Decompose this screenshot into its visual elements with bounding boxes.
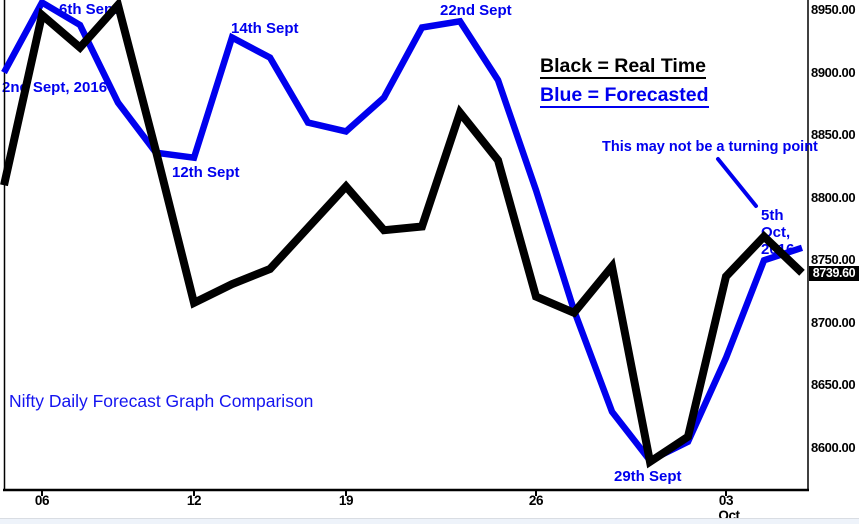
annotation-sep29: 29th Sept: [614, 468, 682, 485]
x-axis-label-26: 26: [528, 493, 544, 508]
y-axis-label-8750: 8750.00: [811, 252, 856, 268]
x-axis-label-06: 06: [34, 493, 50, 508]
y-axis-label-8650: 8650.00: [811, 377, 856, 393]
x-axis-label-12: 12: [186, 493, 202, 508]
chart-title: Nifty Daily Forecast Graph Comparison: [9, 391, 314, 411]
window-edge-strip: [0, 518, 859, 524]
y-axis-label-8700: 8700.00: [811, 314, 856, 330]
y-axis-label-8900: 8900.00: [811, 64, 856, 80]
x-axis-label-19: 19: [338, 493, 354, 508]
legend: Black = Real Time Blue = Forecasted: [540, 56, 709, 114]
y-axis-label-8800: 8800.00: [811, 189, 856, 205]
legend-realtime-label: Black = Real Time: [540, 55, 707, 79]
y-axis-label-8950: 8950.00: [811, 2, 856, 17]
x-axis-label-03: 03: [718, 493, 734, 508]
legend-forecasted-label: Blue = Forecasted: [540, 84, 709, 108]
y-axis-label-8850: 8850.00: [811, 127, 856, 143]
callout-turning-point: This may not be a turning point: [602, 139, 818, 155]
last-price-badge: 8739.60: [809, 266, 859, 281]
y-axis-label-8600: 8600.00: [811, 439, 856, 455]
